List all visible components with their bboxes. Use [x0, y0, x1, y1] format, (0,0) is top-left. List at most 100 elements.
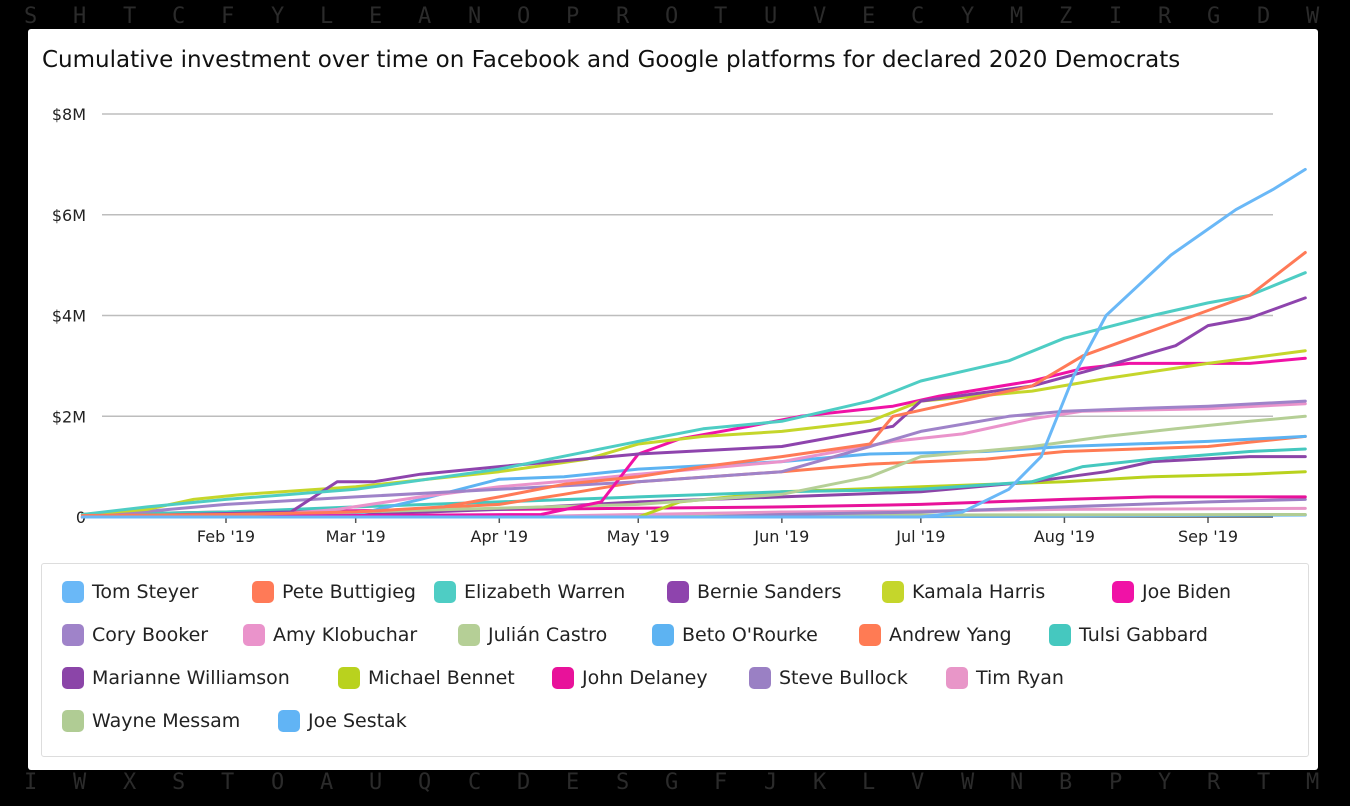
- background-letter: G: [1207, 4, 1221, 29]
- legend-label: Amy Klobuchar: [273, 624, 418, 646]
- legend-item[interactable]: Joe Biden: [1112, 578, 1231, 606]
- series-line-2: [80, 271, 1307, 516]
- legend-label: Cory Booker: [92, 624, 209, 646]
- background-letter: C: [468, 770, 482, 795]
- legend-swatch: [552, 667, 574, 689]
- legend-swatch: [859, 624, 881, 646]
- legend-item[interactable]: Steve Bullock: [749, 664, 908, 692]
- legend-item[interactable]: Kamala Harris: [882, 578, 1045, 606]
- legend-item[interactable]: Michael Bennet: [338, 664, 515, 692]
- background-letter: L: [862, 770, 876, 795]
- background-letter: C: [911, 4, 925, 29]
- x-tick-label: Aug '19: [1034, 527, 1095, 546]
- legend-swatch: [278, 710, 300, 732]
- background-letter: O: [271, 770, 285, 795]
- legend-swatch: [338, 667, 360, 689]
- background-letter: S: [24, 4, 38, 29]
- chart-title: Cumulative investment over time on Faceb…: [42, 47, 1181, 73]
- background-letter: Z: [1059, 4, 1073, 29]
- legend-item[interactable]: John Delaney: [552, 664, 708, 692]
- background-letter: E: [862, 4, 876, 29]
- background-letter: R: [616, 4, 630, 29]
- background-letter: K: [813, 770, 827, 795]
- series-line-4: [80, 349, 1307, 516]
- chart-card: Cumulative investment over time on Faceb…: [28, 29, 1318, 770]
- series-line-5: [80, 356, 1307, 519]
- background-letter: M: [1010, 4, 1024, 29]
- legend-label: Andrew Yang: [889, 624, 1012, 646]
- y-tick-label: 0: [76, 508, 86, 527]
- legend-item[interactable]: Tom Steyer: [62, 578, 199, 606]
- legend-label: Steve Bullock: [779, 667, 908, 689]
- legend-label: Tim Ryan: [976, 667, 1064, 689]
- legend-swatch: [749, 667, 771, 689]
- x-tick-label: Jul '19: [895, 527, 945, 546]
- background-letter: V: [911, 770, 925, 795]
- background-letter: A: [320, 770, 334, 795]
- background-letter: I: [24, 770, 38, 795]
- series-line-8: [80, 414, 1307, 519]
- legend-swatch: [1049, 624, 1071, 646]
- legend-item[interactable]: Pete Buttigieg: [252, 578, 416, 606]
- series-line-1: [80, 251, 1307, 517]
- background-letter: O: [665, 4, 679, 29]
- background-letter: T: [221, 770, 235, 795]
- background-letter: I: [1109, 4, 1123, 29]
- y-tick-label: $6M: [52, 206, 86, 225]
- legend-label: Joe Sestak: [308, 710, 407, 732]
- y-tick-label: $4M: [52, 307, 86, 326]
- legend-item[interactable]: Julián Castro: [458, 621, 607, 649]
- background-letter: T: [714, 4, 728, 29]
- legend-item[interactable]: Elizabeth Warren: [434, 578, 625, 606]
- background-letter: F: [714, 770, 728, 795]
- legend-label: Beto O'Rourke: [682, 624, 818, 646]
- legend-item[interactable]: Tulsi Gabbard: [1049, 621, 1208, 649]
- background-letter: T: [123, 4, 137, 29]
- background-letter: U: [369, 770, 383, 795]
- x-tick-label: Mar '19: [326, 527, 386, 546]
- background-letter: W: [961, 770, 975, 795]
- background-letter: G: [665, 770, 679, 795]
- background-letter: W: [1306, 4, 1320, 29]
- legend-item[interactable]: Cory Booker: [62, 621, 208, 649]
- background-letter: U: [764, 4, 778, 29]
- legend-item[interactable]: Marianne Williamson: [62, 664, 290, 692]
- legend-label: Michael Bennet: [368, 667, 515, 689]
- legend-label: Tom Steyer: [92, 581, 199, 603]
- legend-label: Julián Castro: [488, 624, 608, 646]
- background-letter: N: [1010, 770, 1024, 795]
- background-letter: X: [123, 770, 137, 795]
- background-letter: A: [418, 4, 432, 29]
- background-letter: P: [566, 4, 580, 29]
- x-tick-label: Apr '19: [471, 527, 529, 546]
- legend-swatch: [458, 624, 480, 646]
- legend-item[interactable]: Amy Klobuchar: [243, 621, 417, 649]
- chart-legend: Tom Steyer Pete Buttigieg Elizabeth Warren…: [41, 563, 1309, 757]
- background-letter: P: [1109, 770, 1123, 795]
- legend-item[interactable]: Andrew Yang: [859, 621, 1012, 649]
- background-letter: Y: [1158, 770, 1172, 795]
- legend-item[interactable]: Joe Sestak: [278, 707, 407, 735]
- background-letter: E: [369, 4, 383, 29]
- legend-item[interactable]: Tim Ryan: [946, 664, 1064, 692]
- legend-item[interactable]: Beto O'Rourke: [652, 621, 818, 649]
- y-tick-label: $2M: [52, 407, 86, 426]
- series-line-3: [80, 296, 1307, 519]
- legend-label: Pete Buttigieg: [282, 581, 416, 603]
- background-letter: R: [1158, 4, 1172, 29]
- legend-swatch: [652, 624, 674, 646]
- background-letter: D: [1257, 4, 1271, 29]
- legend-swatch: [62, 710, 84, 732]
- legend-item[interactable]: Wayne Messam: [62, 707, 240, 735]
- series-line-7: [80, 402, 1307, 519]
- legend-label: Joe Biden: [1142, 581, 1232, 603]
- series-line-6: [80, 399, 1307, 519]
- legend-swatch: [62, 624, 84, 646]
- legend-label: Marianne Williamson: [92, 667, 290, 689]
- legend-item[interactable]: Bernie Sanders: [667, 578, 841, 606]
- legend-swatch: [667, 581, 689, 603]
- background-letter: Q: [418, 770, 432, 795]
- legend-swatch: [252, 581, 274, 603]
- background-letter: Y: [961, 4, 975, 29]
- legend-label: Elizabeth Warren: [464, 581, 626, 603]
